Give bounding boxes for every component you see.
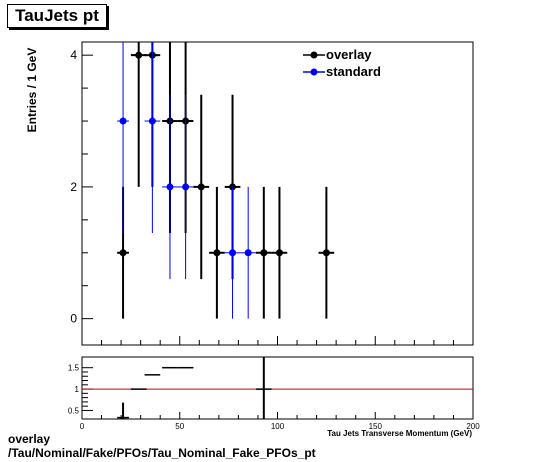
legend-marker-standard <box>310 68 318 76</box>
x-axis-label: Tau Jets Transverse Momentum (GeV) <box>327 429 472 438</box>
y-tick-label: 4 <box>70 48 77 62</box>
main-plot-frame <box>81 41 474 346</box>
footer-line-2: /Tau/Nominal/Fake/PFOs/Tau_Nominal_Fake_… <box>8 446 316 460</box>
data-point-standard <box>148 117 156 125</box>
ratio-y-tick-label: 0.5 <box>68 406 80 415</box>
data-point-overlay <box>260 249 268 257</box>
legend-marker-overlay <box>310 51 318 59</box>
data-point-overlay <box>275 249 283 257</box>
data-point-standard <box>244 249 252 257</box>
data-point-overlay <box>135 51 143 59</box>
ratio-data-marks <box>117 357 272 419</box>
x-tick-label: 50 <box>175 422 184 431</box>
main-axis-ticks: 0 2 4 <box>70 48 474 345</box>
legend: overlay standard <box>303 47 381 79</box>
main-data-marks <box>117 42 335 319</box>
y-tick-label: 0 <box>70 312 77 326</box>
legend-label-overlay: overlay <box>326 47 372 62</box>
footer-line-1: overlay <box>8 432 51 446</box>
data-point-overlay <box>322 249 330 257</box>
ratio-y-tick-label: 1.5 <box>68 364 80 373</box>
x-tick-label: 0 <box>80 422 85 431</box>
ratio-axis-ticks: 0.5 1 1.5 0 50 100 150 200 <box>68 364 480 431</box>
ratio-y-tick-label: 1 <box>75 385 80 394</box>
data-point-standard <box>182 183 190 191</box>
data-point-overlay <box>213 249 221 257</box>
x-tick-label: 150 <box>369 422 383 431</box>
legend-label-standard: standard <box>326 64 381 79</box>
plot-title: TauJets pt <box>7 4 107 28</box>
data-point-standard <box>166 183 174 191</box>
data-point-standard <box>229 249 237 257</box>
x-tick-label: 100 <box>271 422 285 431</box>
y-axis-label: Entries / 1 GeV <box>25 48 39 133</box>
x-tick-label: 200 <box>466 422 480 431</box>
y-tick-label: 2 <box>70 180 77 194</box>
ratio-plot-frame <box>81 356 474 420</box>
data-point-standard <box>119 117 127 125</box>
data-point-overlay <box>119 249 127 257</box>
data-point-overlay <box>197 183 205 191</box>
